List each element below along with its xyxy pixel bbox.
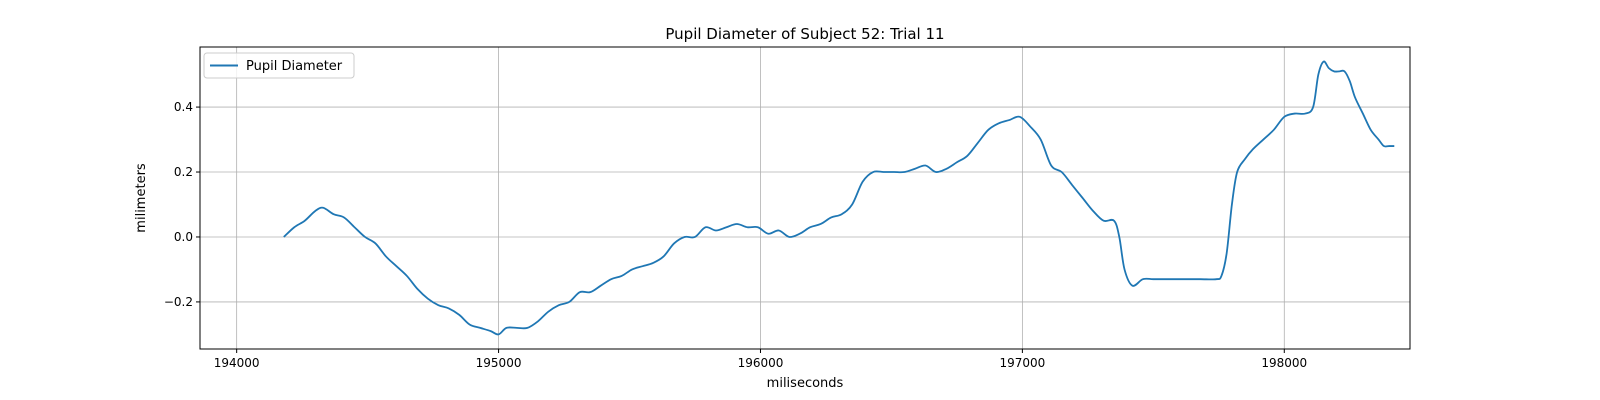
chart-title: Pupil Diameter of Subject 52: Trial 11	[665, 25, 944, 43]
legend: Pupil Diameter	[203, 52, 355, 79]
plot-frame	[199, 46, 1411, 350]
y-tick-label: 0.2	[174, 165, 193, 179]
x-tick-label: 196000	[738, 356, 784, 370]
y-axis-title: milimeters	[134, 163, 149, 233]
x-axis: 194000 195000 196000 197000 198000	[214, 349, 1307, 370]
y-axis: −0.2 0.0 0.2 0.4	[164, 100, 200, 309]
x-tick-label: 195000	[476, 356, 522, 370]
legend-label: Pupil Diameter	[246, 59, 343, 74]
x-tick-label: 198000	[1261, 356, 1307, 370]
grid	[200, 47, 1410, 349]
y-tick-label: −0.2	[164, 295, 193, 309]
legend-box	[203, 52, 355, 79]
series-layer	[283, 60, 1395, 336]
x-tick-label: 194000	[214, 356, 260, 370]
y-tick-label: 0.0	[174, 230, 193, 244]
x-tick-label: 197000	[999, 356, 1045, 370]
x-axis-title: miliseconds	[767, 376, 844, 391]
series-line-pupil-diameter	[283, 60, 1395, 336]
y-tick-label: 0.4	[174, 100, 193, 114]
